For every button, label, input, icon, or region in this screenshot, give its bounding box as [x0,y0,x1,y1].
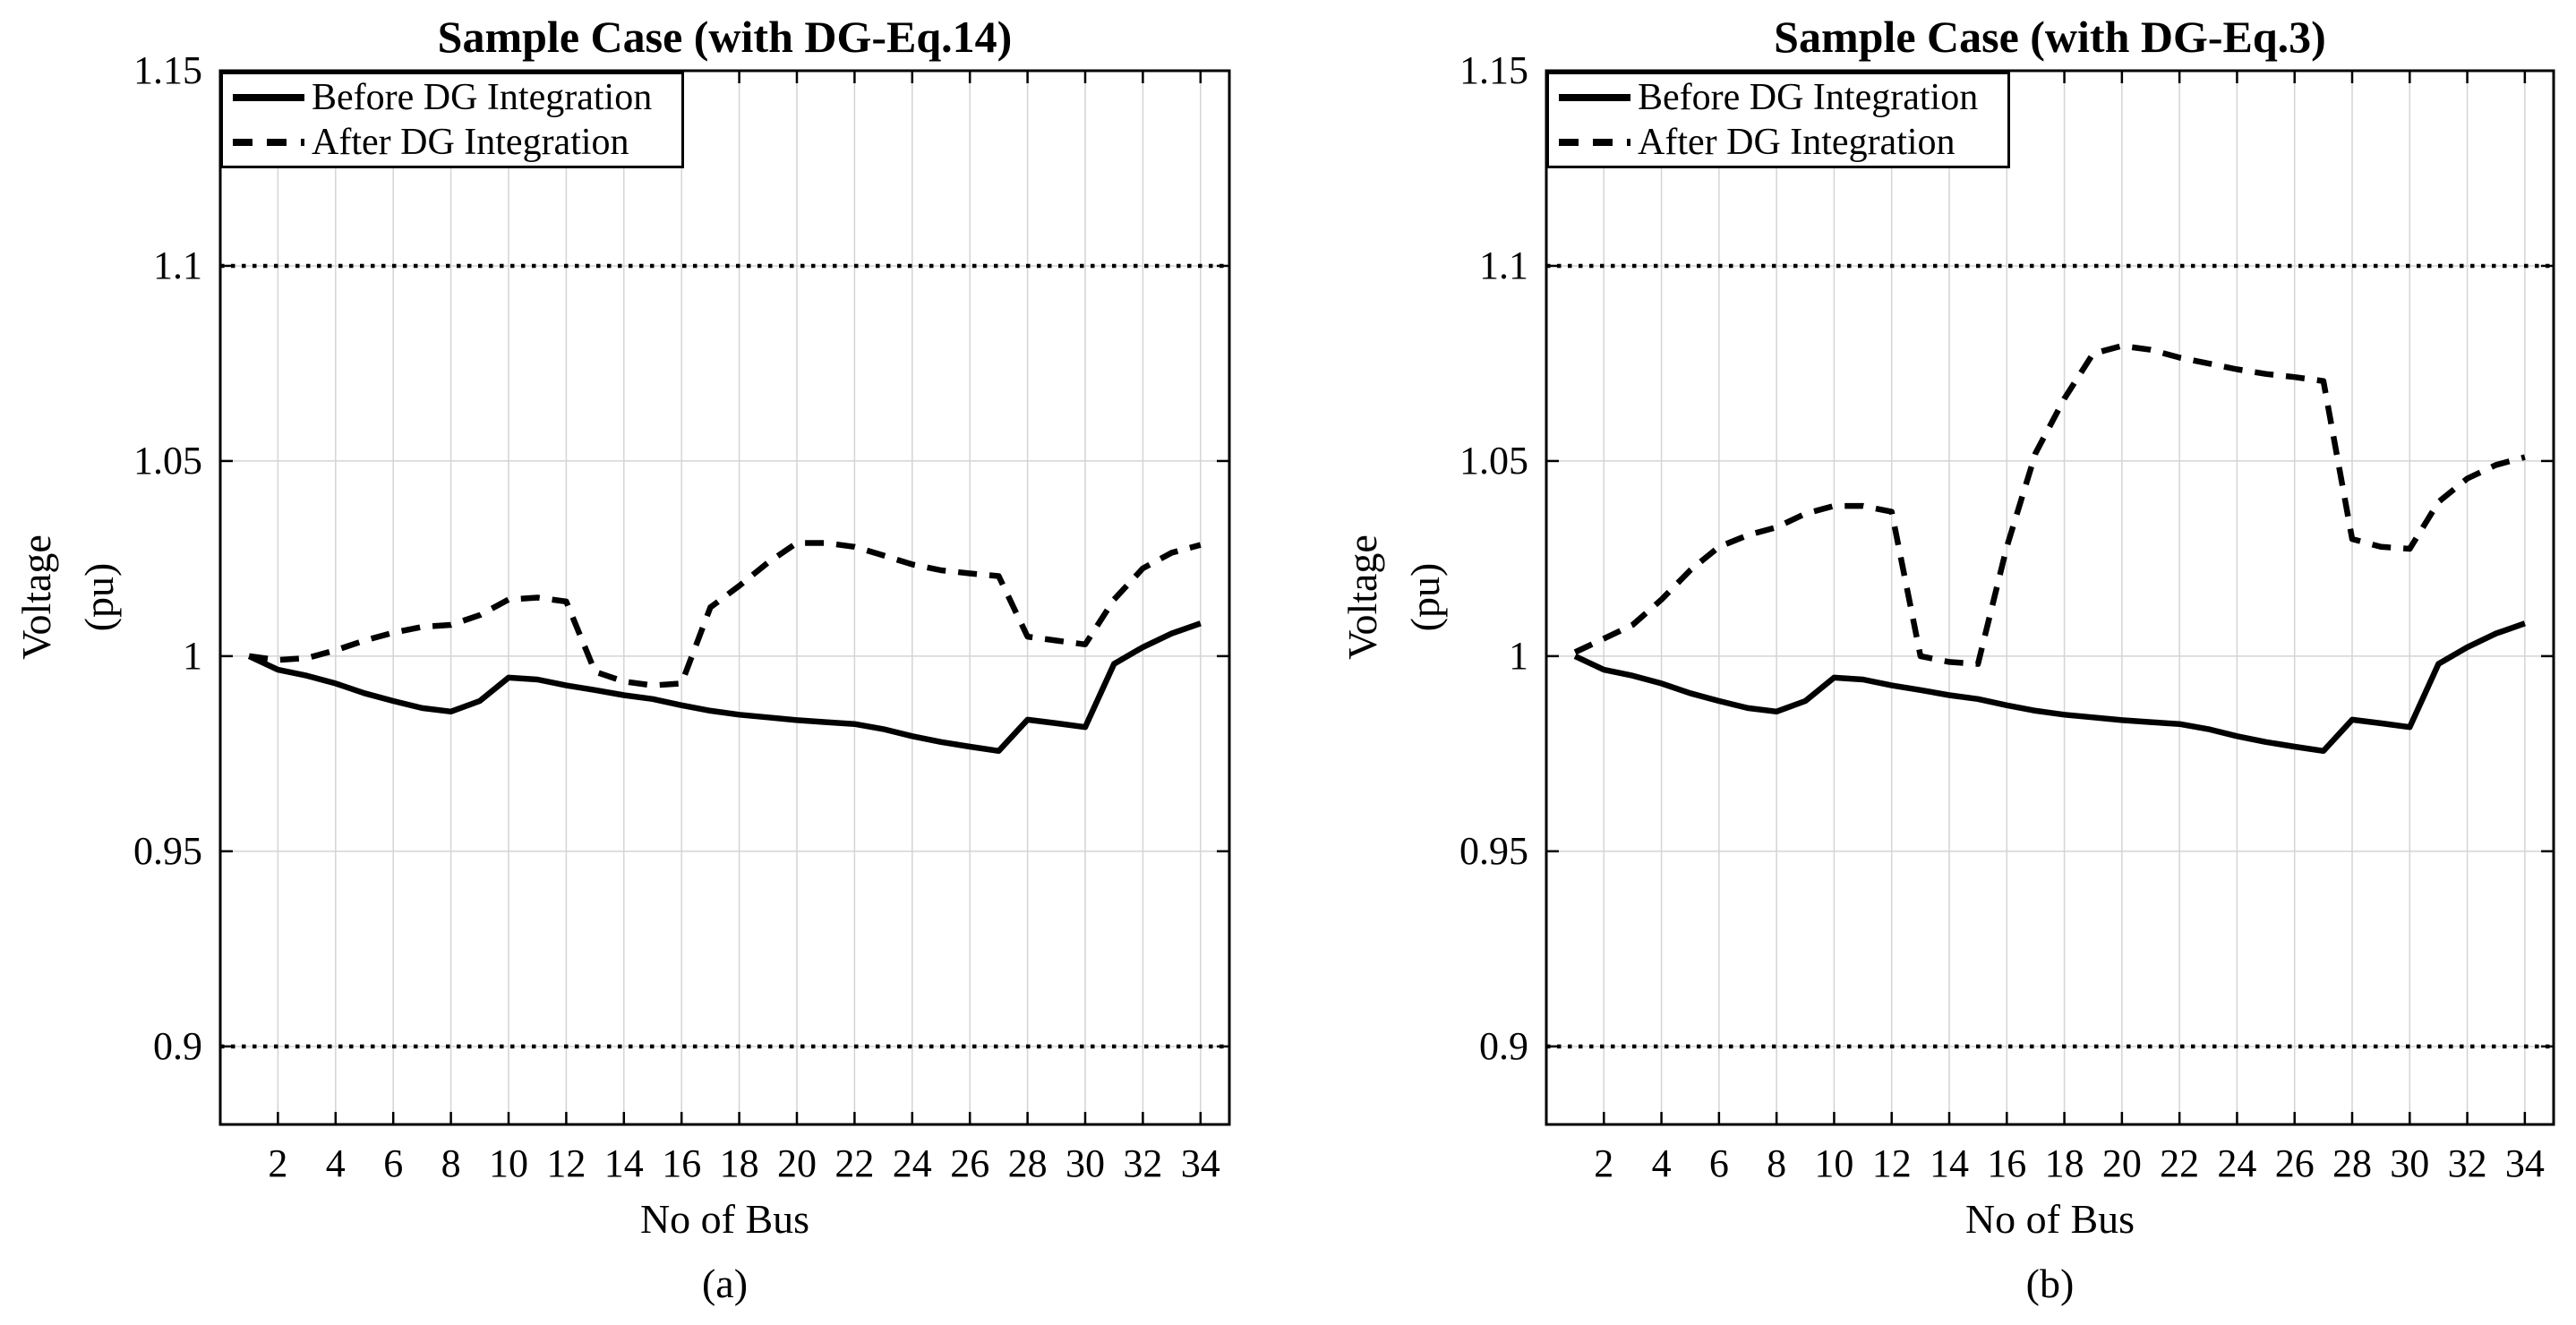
x-tick-label: 12 [546,1141,586,1185]
legend-row-before: Before DG Integration [1549,75,2007,120]
x-tick-label: 6 [1708,1141,1729,1185]
y-tick-label: 0.9 [153,1023,202,1068]
x-tick-label: 10 [489,1141,528,1185]
x-tick-label: 16 [1987,1141,2027,1185]
y-tick-label: 1.1 [1479,243,1528,287]
x-tick-label: 4 [325,1141,346,1185]
x-tick-label: 6 [383,1141,404,1185]
y-tick-label: 1 [1509,633,1528,678]
x-tick-label: 10 [1814,1141,1854,1185]
x-tick-label: 30 [2390,1141,2430,1185]
sub-label-b: (b) [2025,1261,2075,1306]
legend-row-after: After DG Integration [1549,120,2007,165]
x-tick-label: 34 [1180,1141,1220,1185]
y-tick-label: 1.15 [1459,48,1528,92]
chart-title-b: Sample Case (with DG-Eq.3) [1774,12,2326,62]
x-tick-label: 20 [2101,1141,2142,1185]
legend-label-after: After DG Integration [312,122,629,163]
solid-line-sample-icon [1559,94,1630,101]
dashed-line-sample-icon [233,139,304,146]
x-tick-label: 28 [2332,1141,2372,1185]
y-tick-label: 1.05 [1459,438,1528,483]
y-axis-label-a-line1: Voltage [13,534,59,660]
x-tick-label: 30 [1065,1141,1105,1185]
x-tick-label: 24 [892,1141,932,1185]
x-tick-label: 12 [1871,1141,1912,1185]
x-axis-label-b: No of Bus [1964,1196,2135,1242]
dashed-line-sample-icon [1559,139,1630,146]
y-tick-label: 1.15 [133,48,202,92]
x-tick-label: 34 [2504,1141,2545,1185]
sub-label-a: (a) [701,1261,749,1306]
x-tick-label: 2 [1594,1141,1614,1185]
x-tick-label: 8 [441,1141,461,1185]
legend-label-before: Before DG Integration [1638,77,1979,118]
x-tick-label: 32 [1123,1141,1163,1185]
chart-title-a: Sample Case (with DG-Eq.14) [437,12,1013,62]
x-tick-label: 2 [268,1141,288,1185]
x-tick-label: 4 [1651,1141,1672,1185]
y-tick-label: 0.9 [1479,1023,1528,1068]
y-axis-label-b-line1: Voltage [1339,534,1385,660]
y-tick-label: 1.1 [153,243,202,287]
x-tick-label: 8 [1767,1141,1787,1185]
legend-row-before: Before DG Integration [223,75,681,120]
x-tick-label: 14 [603,1141,644,1185]
legend-a: Before DG Integration After DG Integrati… [220,72,684,168]
x-tick-label: 24 [2217,1141,2257,1185]
x-tick-label: 16 [662,1141,702,1185]
x-tick-label: 18 [719,1141,759,1185]
x-tick-label: 22 [834,1141,875,1185]
x-tick-label: 26 [950,1141,990,1185]
legend-label-after: After DG Integration [1638,122,1956,163]
y-tick-label: 0.95 [1459,828,1528,873]
x-tick-label: 28 [1007,1141,1048,1185]
x-tick-label: 22 [2160,1141,2200,1185]
legend-label-before: Before DG Integration [312,77,653,118]
solid-line-sample-icon [233,94,304,101]
legend-b: Before DG Integration After DG Integrati… [1546,72,2010,168]
y-tick-label: 1.05 [133,438,202,483]
x-tick-label: 14 [1930,1141,1969,1185]
x-axis-label-a: No of Bus [639,1196,810,1242]
y-tick-label: 1 [183,633,202,678]
x-tick-label: 20 [777,1141,817,1185]
x-tick-label: 18 [2044,1141,2084,1185]
x-tick-label: 32 [2447,1141,2487,1185]
legend-row-after: After DG Integration [223,120,681,165]
x-tick-label: 26 [2274,1141,2315,1185]
y-tick-label: 0.95 [133,828,202,873]
